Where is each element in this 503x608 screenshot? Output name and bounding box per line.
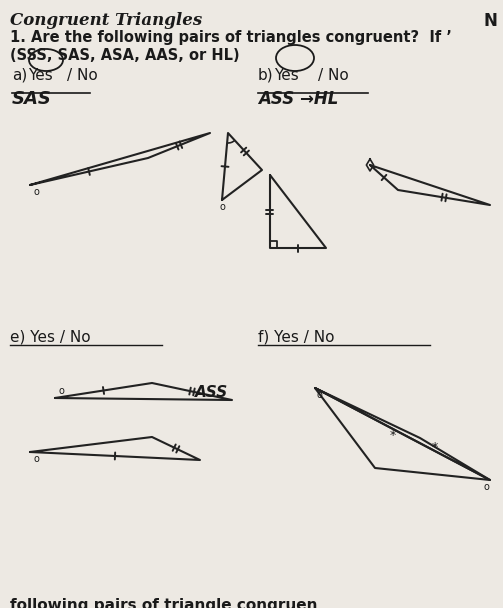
Text: Yes: Yes bbox=[28, 68, 53, 83]
Text: N: N bbox=[483, 12, 497, 30]
Text: Congruent Triangles: Congruent Triangles bbox=[10, 12, 202, 29]
Text: e) Yes / No: e) Yes / No bbox=[10, 330, 91, 345]
Text: (SSS, SAS, ASA, AAS, or HL): (SSS, SAS, ASA, AAS, or HL) bbox=[10, 48, 239, 63]
Text: Yes: Yes bbox=[274, 68, 299, 83]
Text: ASS →HL: ASS →HL bbox=[258, 90, 339, 108]
Text: ASS: ASS bbox=[195, 385, 228, 400]
Text: a): a) bbox=[12, 68, 27, 83]
Text: 1. Are the following pairs of triangles congruent?  If ’: 1. Are the following pairs of triangles … bbox=[10, 30, 452, 45]
Text: o: o bbox=[59, 386, 65, 396]
Text: f) Yes / No: f) Yes / No bbox=[258, 330, 334, 345]
Text: / No: / No bbox=[67, 68, 98, 83]
Text: o: o bbox=[220, 202, 226, 212]
Text: b): b) bbox=[258, 68, 274, 83]
Text: *: * bbox=[432, 441, 438, 455]
Text: o: o bbox=[317, 390, 323, 400]
Text: *: * bbox=[390, 429, 396, 441]
Text: following pairs of triangle congruen: following pairs of triangle congruen bbox=[10, 598, 317, 608]
Text: o: o bbox=[484, 482, 490, 492]
Text: SAS: SAS bbox=[12, 90, 52, 108]
Text: o: o bbox=[34, 187, 40, 197]
Text: o: o bbox=[34, 454, 40, 464]
Text: / No: / No bbox=[318, 68, 349, 83]
